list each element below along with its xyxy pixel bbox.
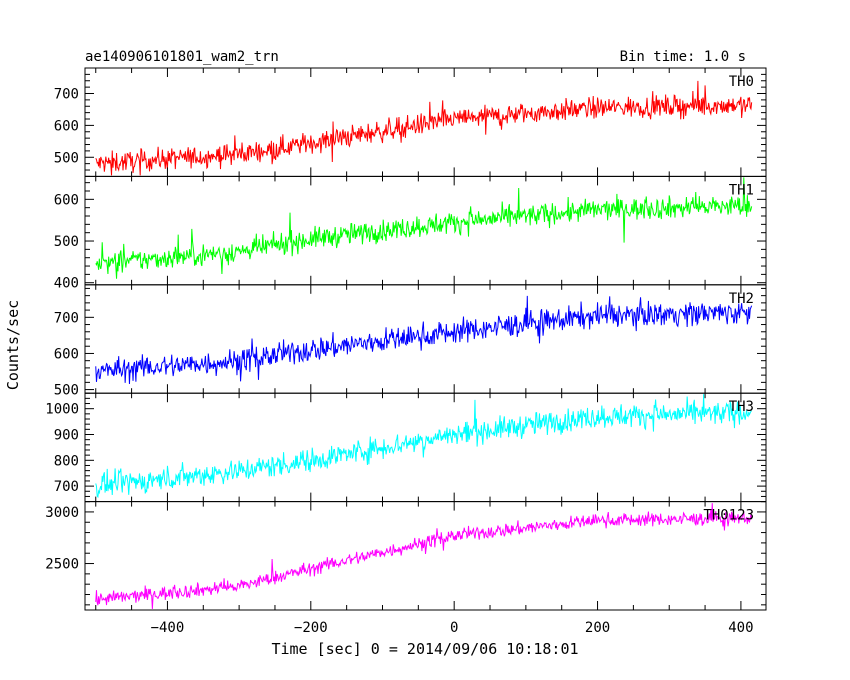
y-tick-label: 600: [54, 118, 79, 134]
series-name: TH3: [729, 399, 754, 415]
y-tick-label: 500: [54, 234, 79, 250]
series-line-th3: [95, 394, 752, 499]
series-name: TH0: [729, 74, 754, 90]
x-tick-label: −400: [151, 620, 185, 636]
panel-th0123: 2500 3000 TH0123: [45, 501, 767, 611]
y-tick-label: 700: [54, 87, 79, 103]
y-tick-label: 700: [54, 479, 79, 495]
y-tick-label: 600: [54, 346, 79, 362]
y-tick-label: 600: [54, 192, 79, 208]
y-tick-label: 1000: [45, 402, 79, 418]
y-tick-label: 800: [54, 453, 79, 469]
y-tick-label: 500: [54, 150, 79, 166]
x-tick-label: −200: [294, 620, 328, 636]
y-tick-label: 700: [54, 310, 79, 326]
series-line-th0: [95, 80, 753, 176]
series-name: TH1: [729, 182, 754, 198]
x-tick-label: 400: [728, 620, 753, 636]
y-tick-label: 500: [54, 383, 79, 399]
series-line-th1: [95, 177, 753, 279]
chart-title: ae140906101801_wam2_trn: [85, 49, 279, 65]
bin-time-label: Bin time: 1.0 s: [620, 49, 746, 65]
series-name: TH2: [729, 291, 754, 307]
panel-frame: [84, 501, 767, 611]
y-tick-label: 2500: [45, 557, 79, 573]
y-tick-label: 900: [54, 427, 79, 443]
panels-group: 500 600 700 TH0 400 500 600 TH1 500 600 700 TH2 700 8…: [45, 67, 767, 636]
x-tick-label: 0: [450, 620, 458, 636]
y-tick-label: 3000: [45, 505, 79, 521]
panel-th2: 500 600 700 TH2: [54, 284, 767, 399]
series-name: TH0123: [703, 508, 754, 524]
panel-th0: 500 600 700 TH0: [54, 67, 767, 177]
panel-th1: 400 500 600 TH1: [54, 175, 767, 292]
panel-th3: 700 800 900 1000 TH3: [45, 392, 767, 503]
y-axis-label: Counts/sec: [4, 300, 22, 390]
y-tick-label: 400: [54, 276, 79, 292]
x-axis-label: Time [sec] 0 = 2014/09/06 10:18:01: [271, 640, 578, 658]
series-line-th2: [95, 295, 753, 384]
series-line-th0123: [95, 503, 753, 610]
x-tick-label: 200: [585, 620, 610, 636]
